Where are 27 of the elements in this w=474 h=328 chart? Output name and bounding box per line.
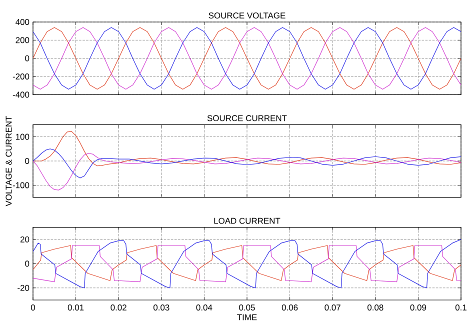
x-tick-label: 0.09 [410,304,426,311]
y-tick-label: -400 [12,92,30,98]
y-tick-label: 0 [25,158,30,164]
x-tick-label: 0.08 [367,304,384,311]
x-tick-label: 0.07 [324,304,340,311]
x-tick-label: 0.05 [239,304,255,311]
y-tick-label: 0 [25,55,30,62]
y-tick-label: 0 [25,260,30,267]
y-tick-label: 200 [16,37,30,44]
chart-title: LOAD CURRENT [214,218,280,224]
y-tick-label: -100 [12,182,30,188]
x-axis-title: TIME [237,314,257,320]
y-tick-label: 20 [20,236,30,242]
x-tick-label: 0.02 [110,304,126,311]
y-tick-label: -200 [12,74,30,80]
y-axis-title: VOLTAGE & CURRENT [6,116,12,206]
chart-title: SOURCE VOLTAGE [208,12,286,18]
x-tick-label: 0.1 [455,304,466,311]
x-tick-label: 0.01 [68,304,84,311]
y-tick-label: 100 [16,134,30,140]
y-tick-label: -20 [18,284,30,291]
x-tick-label: 0.03 [153,304,170,311]
x-tick-label: 0.06 [282,304,298,311]
x-tick-label: 0 [30,304,36,311]
chart-title: SOURCE CURRENT [207,115,287,122]
y-tick-label: 400 [16,19,30,25]
x-tick-label: 0.04 [196,304,212,311]
